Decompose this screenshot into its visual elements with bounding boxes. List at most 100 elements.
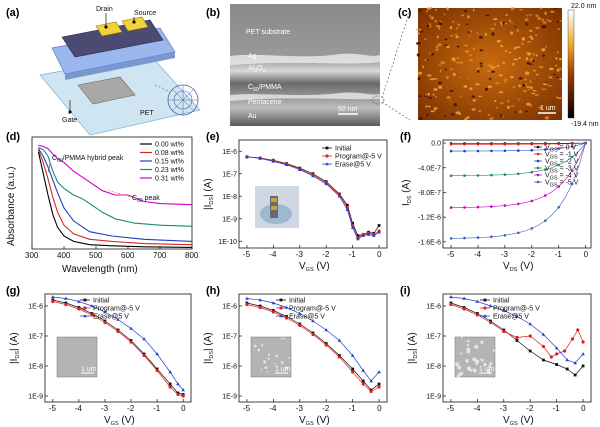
- afm-grain: [431, 53, 435, 56]
- afm-grain: [555, 57, 558, 60]
- sem-inset-particle: [469, 368, 473, 372]
- x-tick-label-g: -5: [49, 404, 57, 413]
- xlabel-f: VDS (V): [503, 261, 533, 273]
- x-tick-label-i: -1: [553, 404, 561, 413]
- data-point-g: [64, 302, 68, 307]
- annot-hybrid-peak: C60/PMMA hybrid peak: [52, 155, 124, 164]
- afm-grain: [552, 74, 557, 76]
- data-point-i: [488, 304, 493, 308]
- layer-au: Au: [248, 113, 257, 120]
- legend-label-g: Program@-5 V: [93, 306, 140, 313]
- afm-grain: [559, 78, 563, 80]
- afm-grain: [502, 21, 505, 25]
- data-point-i: [528, 322, 533, 326]
- x-tick-label-d: 300: [25, 251, 39, 260]
- cbar-min: -19.4 nm: [571, 121, 599, 128]
- afm-grain: [512, 62, 515, 66]
- panel-d-label: (d): [6, 131, 20, 143]
- data-point-g: [116, 317, 120, 321]
- afm-grain: [494, 82, 500, 85]
- source-dot: [132, 20, 136, 24]
- x-tick-label-f: -4: [474, 250, 482, 259]
- plot-frame-i: [442, 293, 592, 403]
- layer-c60-pmma: C60/PMMA: [248, 84, 282, 93]
- afm-grain: [509, 51, 512, 54]
- afm-grain: [446, 96, 451, 100]
- afm-grain: [543, 83, 548, 86]
- afm-grain: [426, 7, 431, 10]
- afm-grain: [438, 22, 443, 26]
- sem-inset-particle: [260, 368, 262, 371]
- legend-marker-i: [483, 306, 487, 310]
- data-point-i: [542, 358, 545, 362]
- afm-grain: [464, 44, 468, 47]
- output-point-5: [476, 236, 480, 239]
- afm-grain: [500, 23, 503, 27]
- output-point-1: [530, 142, 534, 146]
- x-tick-label-f: 0: [584, 250, 589, 259]
- data-point-e: [297, 167, 302, 171]
- afm-grain: [532, 52, 535, 56]
- afm-grain: [440, 61, 446, 65]
- legend-marker-h: [279, 314, 283, 318]
- sem-inset-particle: [486, 369, 491, 373]
- afm-grain: [425, 105, 428, 108]
- afm-grain: [418, 9, 422, 12]
- data-point-i: [555, 363, 559, 366]
- x-tick-label-h: 0: [377, 404, 382, 413]
- x-tick-label-i: -2: [526, 404, 534, 413]
- data-point-i: [502, 329, 506, 334]
- afm-grain: [430, 6, 433, 10]
- afm-grain: [434, 19, 437, 23]
- sem-inset-particle: [268, 353, 271, 356]
- afm-grain: [478, 46, 480, 48]
- afm-grain: [429, 14, 431, 17]
- x-tick-label-f: -3: [501, 250, 509, 259]
- afm-grain: [479, 49, 483, 52]
- legend-marker-f: [536, 152, 540, 156]
- data-point-e: [377, 230, 381, 234]
- afm-grain: [541, 18, 544, 22]
- drain-pad: [95, 21, 123, 37]
- output-point-4: [570, 169, 574, 172]
- afm-grain: [510, 105, 516, 107]
- x-tick-label-i: -4: [473, 404, 481, 413]
- y-tick-label-g: 1E-8: [28, 364, 43, 371]
- output-point-3: [557, 163, 560, 167]
- afm-grain: [549, 67, 554, 71]
- afm-grain: [523, 90, 527, 93]
- sem-inset-particle: [281, 337, 284, 340]
- afm-grain: [472, 8, 475, 12]
- data-point-g: [168, 370, 172, 374]
- afm-scale-label: 1 um: [540, 105, 556, 112]
- legend-marker-h: [279, 298, 283, 302]
- x-tick-label-g: -3: [101, 404, 109, 413]
- afm-grain: [513, 46, 517, 50]
- sem-inset-particle: [263, 360, 266, 364]
- output-point-1: [476, 143, 480, 146]
- afm-grain: [491, 70, 496, 73]
- data-point-g: [176, 382, 180, 386]
- afm-grain: [435, 48, 439, 52]
- x-tick-label-d: 500: [89, 251, 103, 260]
- data-point-g: [51, 295, 55, 299]
- afm-grain: [519, 9, 523, 11]
- afm-grain: [557, 28, 560, 30]
- x-tick-label-f: -2: [528, 250, 536, 259]
- annot-c60-peak: C60 peak: [132, 195, 160, 204]
- afm-grain: [555, 64, 558, 67]
- legend-marker-h: [279, 306, 283, 310]
- plot-frame-f: [442, 139, 592, 249]
- panel-e-label: (e): [206, 131, 220, 143]
- output-point-5: [517, 231, 520, 235]
- afm-grain: [476, 67, 480, 70]
- data-point-h: [245, 296, 249, 300]
- data-point-h: [377, 385, 381, 389]
- sem-inset-particle: [472, 368, 475, 371]
- legend-label-d: 0.00 wt%: [155, 142, 184, 149]
- afm-grain: [457, 23, 460, 26]
- output-point-1: [570, 142, 574, 145]
- afm-grain: [416, 53, 420, 57]
- afm-grain: [444, 38, 448, 41]
- sem-zoom-circle: [371, 95, 385, 105]
